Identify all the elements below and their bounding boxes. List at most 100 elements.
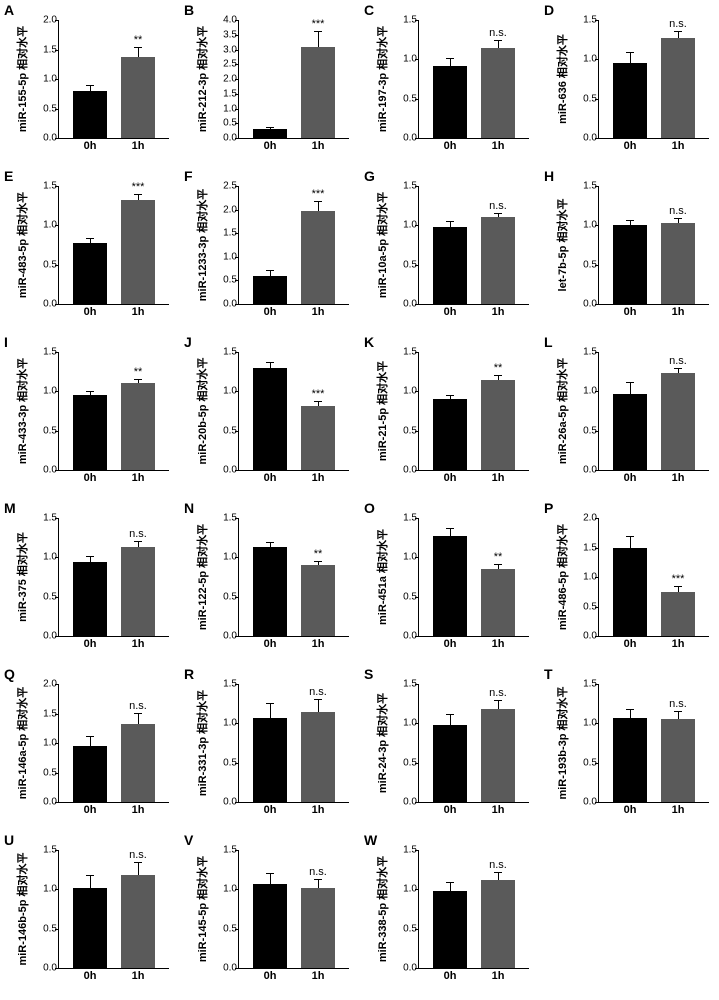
ytick-label: 1.0 (223, 251, 237, 262)
ytick-label: 1.5 (43, 181, 57, 192)
plot-area: 0.00.51.01.52.00h1h** (58, 20, 169, 139)
bar-0h (253, 547, 287, 636)
figure: A0.00.51.01.52.00h1h**miR-155-5p 相对水平B0.… (0, 0, 719, 1000)
significance-label: n.s. (129, 849, 147, 861)
significance-label: n.s. (489, 27, 507, 39)
panel-N: N0.00.51.01.50h1h**miR-122-5p 相对水平 (180, 498, 359, 664)
bar-1h (301, 47, 335, 138)
y-axis-label: miR-636 相对水平 (554, 34, 570, 124)
bar-1h (121, 383, 155, 470)
plot-area: 0.00.51.01.50h1hn.s. (418, 684, 529, 803)
panel-letter: W (364, 832, 377, 848)
bar-1h (301, 406, 335, 471)
bar-1h (121, 547, 155, 636)
ytick-label: 0.0 (43, 299, 57, 310)
ytick-label: 1.5 (583, 542, 597, 553)
errorbar-cap (626, 382, 634, 383)
errorbar (450, 529, 451, 536)
xtick-label: 0h (624, 472, 637, 484)
errorbar (678, 712, 679, 720)
ytick-label: 1.0 (43, 220, 57, 231)
ytick-label: 0.0 (403, 963, 417, 974)
ytick-label: 0.0 (43, 133, 57, 144)
bar-1h (481, 569, 515, 636)
errorbar-cap (674, 368, 682, 369)
panel-letter: B (184, 2, 194, 18)
errorbar (318, 880, 319, 888)
bar-1h (481, 48, 515, 138)
panel-letter: G (364, 168, 375, 184)
bar-1h (661, 592, 695, 636)
ytick-label: 0.5 (403, 93, 417, 104)
errorbar (138, 542, 139, 547)
bar-0h (253, 368, 287, 470)
ytick-label: 0.0 (223, 133, 237, 144)
ytick-label: 0.0 (403, 465, 417, 476)
significance-label: n.s. (129, 528, 147, 540)
panel-H: H0.00.51.01.50h1hn.s.let-7b-5p 相对水平 (540, 166, 719, 332)
significance-label: n.s. (489, 687, 507, 699)
ytick-label: 0.5 (583, 93, 597, 104)
bar-1h (661, 719, 695, 802)
y-axis-label: miR-193b-3p 相对水平 (554, 686, 570, 799)
ytick-label: 1.5 (403, 15, 417, 26)
panel-letter: U (4, 832, 14, 848)
y-axis-label: miR-146b-5p 相对水平 (14, 852, 30, 965)
errorbar-cap (446, 882, 454, 883)
xtick-label: 1h (672, 140, 685, 152)
significance-label: *** (312, 388, 325, 400)
errorbar (678, 587, 679, 592)
errorbar-cap (626, 52, 634, 53)
ytick-label: 0.5 (583, 425, 597, 436)
panel-letter: R (184, 666, 194, 682)
errorbar (318, 402, 319, 406)
y-axis-label: miR-338-5p 相对水平 (374, 856, 390, 962)
y-axis-label: miR-146a-5p 相对水平 (14, 687, 30, 799)
ytick-label: 1.0 (403, 386, 417, 397)
errorbar-cap (446, 714, 454, 715)
y-axis-label: miR-26a-5p 相对水平 (554, 358, 570, 464)
plot-area: 0.00.51.01.50h1hn.s. (418, 850, 529, 969)
ytick-label: 0.0 (583, 133, 597, 144)
errorbar (498, 376, 499, 379)
bar-0h (73, 888, 107, 968)
xtick-label: 0h (624, 638, 637, 650)
plot-area: 0.00.51.01.52.00h1hn.s. (58, 684, 169, 803)
panel-R: R0.00.51.01.50h1hn.s.miR-331-3p 相对水平 (180, 664, 359, 830)
errorbar-cap (266, 873, 274, 874)
plot-area: 0.00.51.01.50h1hn.s. (598, 186, 709, 305)
ytick-label: 2.5 (223, 59, 237, 70)
ytick-label: 0.5 (583, 757, 597, 768)
panel-D: D0.00.51.01.50h1hn.s.miR-636 相对水平 (540, 0, 719, 166)
errorbar (630, 221, 631, 226)
bar-0h (433, 227, 467, 304)
errorbar-cap (314, 879, 322, 880)
ytick-label: 0.0 (583, 465, 597, 476)
panel-U: U0.00.51.01.50h1hn.s.miR-146b-5p 相对水平 (0, 830, 179, 996)
errorbar (450, 222, 451, 227)
xtick-label: 1h (132, 472, 145, 484)
ytick-label: 1.0 (43, 386, 57, 397)
significance-label: *** (672, 573, 685, 585)
panel-letter: T (544, 666, 553, 682)
xtick-label: 1h (312, 306, 325, 318)
y-axis-label: miR-155-5p 相对水平 (14, 26, 30, 132)
bar-0h (253, 884, 287, 968)
ytick-label: 2.0 (223, 74, 237, 85)
significance-label: n.s. (309, 686, 327, 698)
significance-label: n.s. (489, 859, 507, 871)
y-axis-label: miR-24-3p 相对水平 (374, 693, 390, 793)
panel-L: L0.00.51.01.50h1hn.s.miR-26a-5p 相对水平 (540, 332, 719, 498)
panel-letter: D (544, 2, 554, 18)
xtick-label: 0h (444, 804, 457, 816)
errorbar-cap (674, 218, 682, 219)
panel-letter: V (184, 832, 193, 848)
ytick-label: 1.0 (583, 386, 597, 397)
errorbar (678, 219, 679, 223)
xtick-label: 0h (84, 804, 97, 816)
bar-1h (481, 709, 515, 802)
errorbar (90, 737, 91, 746)
ytick-label: 1.5 (583, 181, 597, 192)
significance-label: n.s. (669, 18, 687, 30)
errorbar (450, 715, 451, 724)
